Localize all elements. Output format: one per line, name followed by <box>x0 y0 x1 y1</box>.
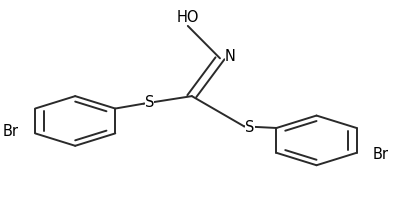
Text: Br: Br <box>3 124 19 139</box>
Text: N: N <box>225 49 236 64</box>
Text: S: S <box>245 120 255 135</box>
Text: HO: HO <box>177 10 199 25</box>
Text: S: S <box>145 95 154 110</box>
Text: Br: Br <box>373 148 389 162</box>
